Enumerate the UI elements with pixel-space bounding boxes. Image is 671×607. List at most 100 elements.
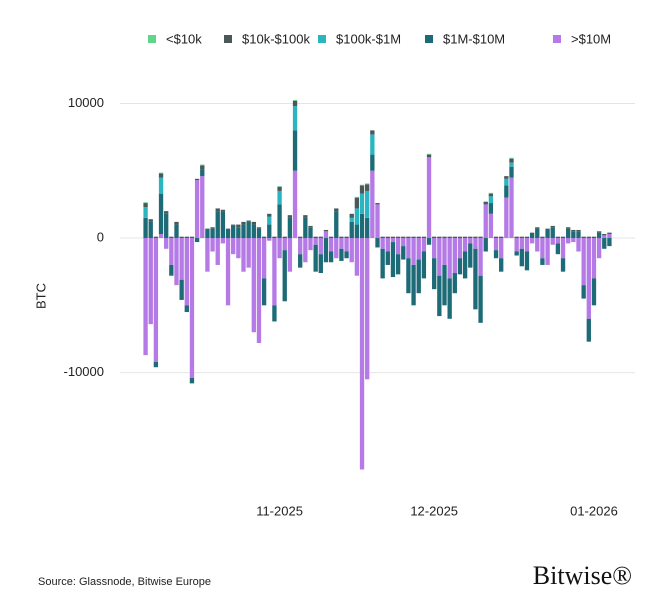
y-axis-label: BTC — [33, 283, 48, 309]
bar-segment — [303, 217, 308, 239]
bar-segment — [488, 196, 494, 204]
bar-segment — [473, 238, 478, 249]
bar-segment — [169, 236, 174, 239]
bar-segment — [581, 236, 586, 239]
bar-segment — [421, 236, 427, 239]
bar-segment — [359, 184, 365, 186]
bar-segment — [524, 238, 530, 252]
bar-segment — [292, 170, 298, 239]
bar-segment — [504, 176, 509, 179]
bar-segment — [370, 170, 375, 239]
bar-segment — [225, 229, 231, 239]
bar-segment — [354, 197, 360, 209]
bar-segment — [267, 238, 272, 241]
bar-segment — [416, 259, 421, 294]
bar-segment — [241, 238, 246, 272]
bar-segment — [499, 236, 504, 239]
bar-segment — [267, 224, 272, 239]
bar-segment — [529, 233, 535, 239]
bar-segment — [576, 238, 581, 252]
bar-segment — [452, 238, 457, 274]
bar-segment — [339, 238, 344, 249]
bar-segment — [571, 231, 576, 239]
bar-segment — [323, 238, 329, 263]
bar-segment — [421, 251, 427, 279]
bar-segment — [220, 238, 226, 244]
bar-segment — [174, 224, 179, 239]
bar-segment — [401, 246, 406, 260]
bar-segment — [581, 285, 586, 299]
bar-segment — [493, 238, 499, 251]
bar-segment — [406, 238, 411, 259]
bar-segment — [452, 236, 457, 239]
bar-segment — [555, 243, 561, 255]
legend-swatch — [318, 35, 326, 43]
bar-segment — [282, 250, 287, 302]
bar-segment — [411, 238, 416, 265]
bar-segment — [200, 169, 205, 177]
bar-segment — [189, 236, 195, 239]
bar-segment — [241, 224, 246, 239]
bar-segment — [292, 130, 298, 171]
x-tick-label: 01-2026 — [570, 503, 618, 518]
bar-segment — [354, 238, 360, 276]
legend-swatch — [148, 35, 156, 43]
bar-segment — [323, 231, 329, 239]
bar-segment — [143, 207, 148, 218]
bar-segment — [473, 248, 478, 310]
bar-segment — [365, 184, 370, 191]
bar-segment — [251, 224, 256, 239]
x-tick-label: 11-2025 — [256, 503, 303, 518]
bar-segment — [349, 238, 354, 263]
bar-segment — [488, 213, 494, 239]
bar-segment — [179, 238, 184, 280]
bar-segment — [210, 238, 215, 252]
bar-segment — [395, 236, 401, 239]
bar-segment — [282, 236, 287, 239]
bar-segment — [468, 243, 473, 268]
bar-segment — [411, 236, 416, 239]
bar-segment — [153, 236, 159, 239]
bar-segment — [323, 229, 329, 232]
bar-segment — [586, 318, 591, 342]
bar-segment — [328, 238, 334, 252]
bar-segment — [143, 238, 148, 356]
bar-segment — [504, 178, 509, 186]
bar-segment — [607, 233, 612, 239]
bar-segment — [354, 208, 360, 225]
bar-segment — [535, 227, 540, 229]
bar-segment — [462, 236, 468, 239]
bar-segment — [421, 238, 427, 252]
bar-segment — [205, 229, 210, 239]
bar-segment — [220, 211, 226, 239]
bar-segment — [246, 221, 251, 239]
bar-segment — [390, 236, 396, 239]
bar-segment — [550, 227, 555, 239]
bar-segment — [153, 361, 159, 368]
bar-segment — [545, 228, 550, 230]
bar-segment — [334, 208, 339, 212]
bar-segment — [437, 275, 442, 317]
bar-segment — [432, 258, 437, 290]
bar-segment — [509, 177, 514, 239]
bar-segment — [385, 251, 390, 265]
bar-segment — [189, 377, 195, 384]
bar-segment — [287, 217, 293, 239]
bar-segment — [272, 238, 277, 306]
legend-swatch — [553, 35, 561, 43]
bar-segment — [277, 186, 282, 187]
bar-segment — [231, 224, 236, 226]
y-tick-label: 0 — [97, 229, 104, 244]
bar-segment — [261, 238, 267, 279]
bar-segment — [576, 231, 581, 239]
bar-segment — [457, 236, 463, 239]
bar-segment — [499, 258, 504, 272]
legend-label: $100k-$1M — [336, 31, 401, 46]
bar-segment — [370, 134, 375, 155]
bar-segment — [488, 203, 494, 214]
bar-segment — [256, 238, 262, 344]
bar-segment — [272, 236, 277, 239]
bar-segment — [560, 258, 566, 272]
bar-segment — [566, 238, 571, 244]
bar-segment — [354, 224, 360, 239]
